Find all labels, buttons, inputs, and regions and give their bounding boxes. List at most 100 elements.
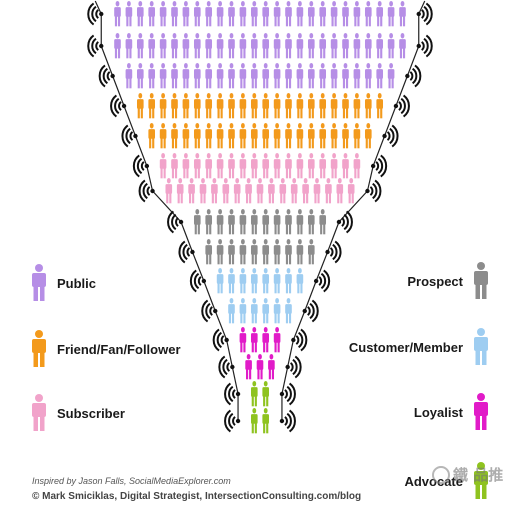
person-icon [364,1,372,27]
person-icon [228,1,235,27]
person-icon [336,178,344,204]
person-icon [239,298,247,324]
person-icon [228,268,235,294]
person-icon [474,462,488,499]
person-icon [376,1,384,27]
copyright-credit: © Mark Smiciklas, Digital Strategist, In… [32,491,362,502]
signal-arcs [189,269,207,293]
person-icon [262,381,270,407]
signal-arcs [138,179,155,203]
person-icon [279,178,287,204]
person-icon [239,239,247,265]
person-icon [228,63,235,89]
person-icon [205,63,213,89]
person-icon [353,1,361,27]
person-icon [262,268,270,294]
person-icon [342,93,349,119]
person-icon [256,178,264,204]
person-icon [285,268,292,294]
person-icon [330,33,338,59]
person-icon [302,178,309,204]
person-icon [250,298,258,324]
person-icon [474,393,488,430]
person-icon [307,123,315,149]
signal-arcs [167,210,184,234]
signal-arcs [110,94,127,118]
person-icon [182,33,190,59]
person-icon [211,178,218,204]
person-icon [182,63,190,89]
funnel-outline [94,0,426,421]
person-icon [387,63,395,89]
person-icon [239,93,247,119]
person-icon [205,239,213,265]
person-icon [262,93,270,119]
legend-loyalist: Loyalist [414,393,490,431]
person-icon [148,33,156,59]
person-icon [285,1,292,27]
person-icon [205,123,213,149]
legend-customer-member: Customer/Member [349,328,490,366]
person-icon [474,262,488,299]
person-icon [296,239,304,265]
person-icon [216,1,224,27]
person-icon [347,178,355,204]
person-icon [285,93,292,119]
person-icon [474,328,488,365]
person-icon [239,1,247,27]
legend-label-subscriber: Subscriber [57,405,125,421]
person-icon [250,93,258,119]
person-icon [307,239,315,265]
person-icon [285,123,292,149]
signal-arcs [218,355,235,379]
person-icon [364,33,372,59]
funnel-left-edge [94,0,239,421]
person-icon [307,1,315,27]
person-icon [262,1,270,27]
person-icon [273,33,281,59]
person-icon [376,93,384,119]
person-icon [330,153,338,179]
person-icon [165,178,173,204]
person-icon [182,123,190,149]
person-icon [285,239,292,265]
signal-arcs [178,240,195,264]
person-icon [250,327,258,353]
person-icon [136,33,144,59]
person-icon [193,123,201,149]
legend-friend-fan-follower: Friend/Fan/Follower [30,330,181,368]
person-icon [193,93,201,119]
signal-arcs [285,355,302,379]
person-icon [228,33,235,59]
signal-arcs [313,269,331,293]
legend-label-friend-fan-follower: Friend/Fan/Follower [57,341,181,357]
person-icon [296,123,304,149]
signal-arcs [279,382,296,406]
person-icon [171,1,178,27]
person-icon [205,209,213,235]
signal-arcs [121,124,138,148]
person-icon [125,63,133,89]
person-icon [319,1,327,27]
person-icon [216,123,224,149]
person-icon [330,1,338,27]
signal-arcs [382,124,399,148]
signal-arcs [365,179,382,203]
person-icon [319,33,327,59]
person-icon [239,123,247,149]
person-icon [205,93,213,119]
person-icon [193,209,201,235]
person-icon [250,381,258,407]
person-icon [307,209,315,235]
person-icon [285,63,292,89]
person-icon [250,268,258,294]
person-icon [216,63,224,89]
person-icon [319,153,327,179]
signal-arcs [336,210,353,234]
person-icon [296,63,304,89]
person-icon [159,123,167,149]
person-icon [250,123,258,149]
person-icon [182,1,190,27]
person-icon [250,209,258,235]
person-icon [296,209,304,235]
